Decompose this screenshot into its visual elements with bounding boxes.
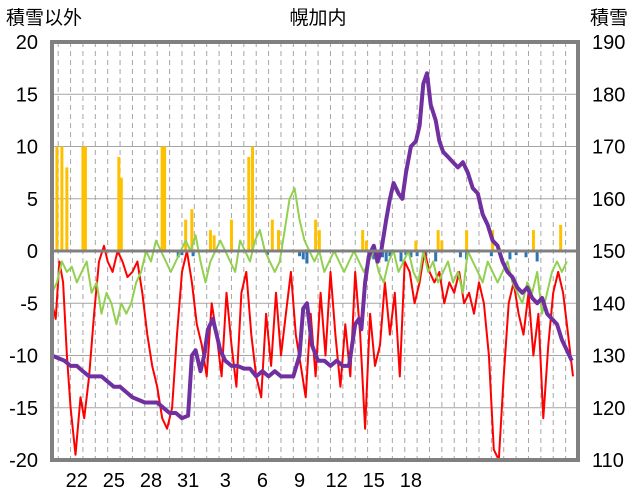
snowfall-bar xyxy=(458,251,462,258)
snowfall-bar xyxy=(265,251,269,256)
precip-bar xyxy=(276,230,280,251)
left-tick-label: 20 xyxy=(16,32,38,54)
temperature-line xyxy=(51,244,574,461)
snowfall-bar xyxy=(191,251,195,257)
left-tick-label: -5 xyxy=(20,293,38,315)
precip-bar xyxy=(247,156,251,251)
right-tick-label: 150 xyxy=(592,241,625,263)
left-tick-label: -20 xyxy=(9,450,38,472)
snowfall-bar xyxy=(434,251,438,262)
snowfall-bar xyxy=(409,251,413,258)
left-tick-label: 15 xyxy=(16,84,38,106)
wind-line xyxy=(51,187,568,326)
snowfall-bar xyxy=(404,251,408,256)
snowfall-bar xyxy=(380,251,384,258)
precip-bar xyxy=(361,230,365,251)
snowfall-bar xyxy=(298,251,302,257)
precip-bar xyxy=(208,230,212,251)
snowfall-bar xyxy=(415,251,419,257)
right-tick-label: 110 xyxy=(592,450,624,472)
right-tick-label: 140 xyxy=(592,293,625,315)
precip-bar xyxy=(229,219,233,251)
left-tick-label: -15 xyxy=(9,398,38,420)
chart-title: 幌加内 xyxy=(289,7,346,29)
precip-bar xyxy=(559,224,563,251)
precip-bar xyxy=(190,209,194,251)
x-tick-label: 28 xyxy=(140,470,162,492)
right-tick-label: 130 xyxy=(592,346,625,368)
snowfall-bar xyxy=(524,251,528,258)
right-tick-label: 160 xyxy=(592,189,625,211)
left-axis-label: 積雪以外 xyxy=(6,7,82,29)
snowfall-bar xyxy=(305,251,309,264)
precip-bar xyxy=(250,146,254,251)
precip-bar xyxy=(55,146,59,251)
precip-bar xyxy=(184,219,188,251)
left-tick-label: 5 xyxy=(27,189,38,211)
x-tick-label: 18 xyxy=(400,470,422,492)
right-axis-label: 積雪 xyxy=(590,7,628,29)
snowfall-bar xyxy=(508,251,512,260)
x-tick-label: 31 xyxy=(177,470,199,492)
precip-bar xyxy=(414,240,418,251)
bar-series xyxy=(55,146,563,264)
snowfall-bar xyxy=(301,251,305,260)
precip-bar xyxy=(83,146,87,251)
x-tick-label: 25 xyxy=(103,470,125,492)
snowfall-bar xyxy=(535,251,539,262)
precip-bar xyxy=(163,146,167,251)
snowfall-bar xyxy=(514,251,518,256)
left-tick-label: 0 xyxy=(27,241,38,263)
precip-bar xyxy=(440,240,444,251)
precip-bar xyxy=(117,156,121,251)
precip-bar xyxy=(60,146,64,251)
precip-bar xyxy=(119,177,123,251)
right-axis-ticks: 190 180 170 160 150 140 130 120 110 xyxy=(592,32,625,472)
precip-bar xyxy=(65,167,69,251)
right-tick-label: 190 xyxy=(592,32,625,54)
snowfall-bar xyxy=(180,251,184,256)
precip-bar xyxy=(436,230,440,251)
x-tick-label: 9 xyxy=(294,470,305,492)
snowfall-bar xyxy=(388,251,392,257)
precip-bar xyxy=(270,219,274,251)
snowfall-bar xyxy=(399,251,403,262)
right-tick-label: 180 xyxy=(592,84,625,106)
x-tick-label: 6 xyxy=(257,470,268,492)
precip-bar xyxy=(212,235,216,251)
plot-frame xyxy=(50,40,580,462)
precip-bar xyxy=(314,219,318,251)
x-tick-label: 3 xyxy=(220,470,231,492)
x-tick-label: 15 xyxy=(363,470,385,492)
x-tick-label: 12 xyxy=(326,470,348,492)
precip-bar xyxy=(531,230,535,251)
snowfall-bar xyxy=(384,251,388,262)
precip-bar xyxy=(160,146,164,251)
precip-bar xyxy=(465,230,469,251)
precip-bar xyxy=(317,230,321,251)
left-tick-label: -10 xyxy=(9,346,38,368)
right-tick-label: 120 xyxy=(592,398,625,420)
line-series xyxy=(51,71,574,461)
x-axis-ticks: 22 25 28 31 3 6 9 12 15 18 xyxy=(66,470,422,492)
x-tick-label: 22 xyxy=(66,470,88,492)
left-axis-ticks: 20 15 10 5 0 -5 -10 -15 -20 xyxy=(9,32,38,472)
snowfall-bar xyxy=(489,251,493,257)
right-tick-label: 170 xyxy=(592,137,625,159)
precip-bar xyxy=(364,240,368,251)
left-tick-label: 10 xyxy=(16,137,38,159)
precip-bar xyxy=(81,146,85,251)
snow_depth-line xyxy=(51,71,574,421)
